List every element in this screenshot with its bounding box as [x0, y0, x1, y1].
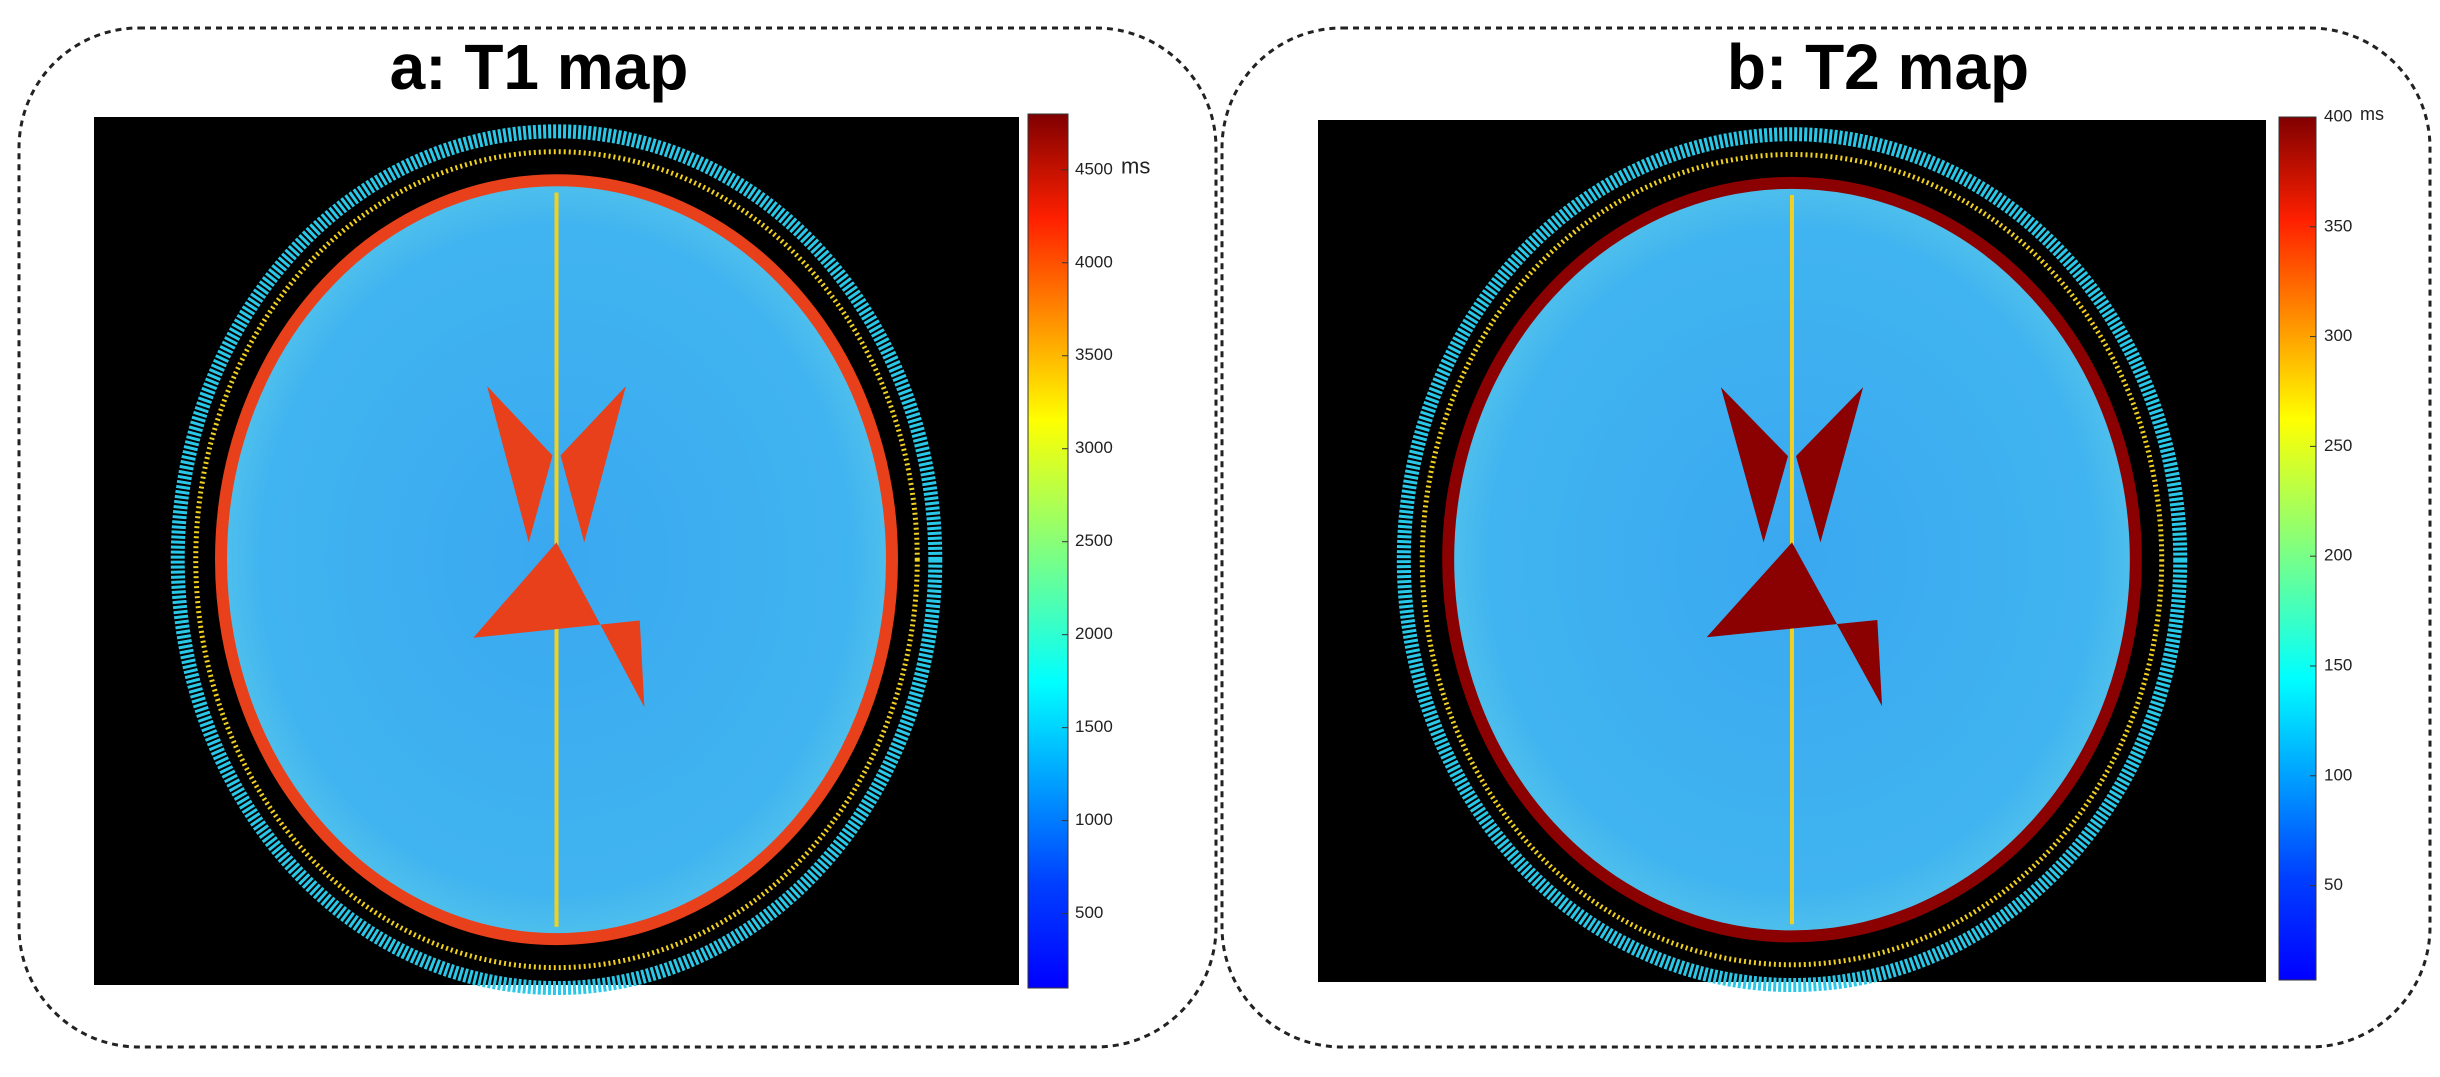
colorbar-tick-label: 50: [2324, 875, 2343, 894]
panel-frame: [17, 26, 1218, 1049]
colorbar-tick-label: 400: [2324, 106, 2352, 125]
skull-ring: [1419, 151, 2165, 968]
colorbar-tick-label: 2000: [1075, 624, 1113, 643]
skull-ring: [193, 149, 920, 971]
colorbar-tick-label: 100: [2324, 765, 2352, 784]
colorbar-tick-label: 300: [2324, 326, 2352, 345]
colorbar-unit: ms: [2360, 104, 2384, 124]
colorbar-tick-label: 1500: [1075, 717, 1113, 736]
ventricle: [1706, 542, 1883, 707]
colorbar-tick-label: 350: [2324, 216, 2352, 235]
skull-ring: [170, 124, 943, 996]
colorbar-tick-label: 500: [1075, 903, 1103, 922]
panel-frame: [1220, 26, 2432, 1049]
ventricle: [473, 542, 645, 708]
panel-title: b: T2 map: [1727, 31, 2029, 103]
ventricle: [560, 386, 626, 543]
colorbar-tick-label: 3500: [1075, 345, 1113, 364]
colorbar-tick-label: 200: [2324, 546, 2352, 565]
ventricle: [487, 386, 553, 543]
colorbar-tick-label: 3000: [1075, 438, 1113, 457]
colorbar-tick-label: 4500: [1075, 159, 1113, 178]
colorbar-tick-label: 250: [2324, 436, 2352, 455]
colorbar-tick-label: 150: [2324, 655, 2352, 674]
panel-title: a: T1 map: [390, 31, 689, 103]
colorbar-tick-label: 2500: [1075, 531, 1113, 550]
colorbar-unit: ms: [1121, 154, 1150, 179]
ventricle: [1720, 387, 1788, 543]
colorbar-tick-label: 4000: [1075, 252, 1113, 271]
colorbar-tick-label: 1000: [1075, 810, 1113, 829]
colorbar: [1027, 113, 1069, 989]
ventricle: [1796, 387, 1864, 543]
skull-ring: [1396, 127, 2188, 993]
colorbar: [2278, 116, 2317, 981]
